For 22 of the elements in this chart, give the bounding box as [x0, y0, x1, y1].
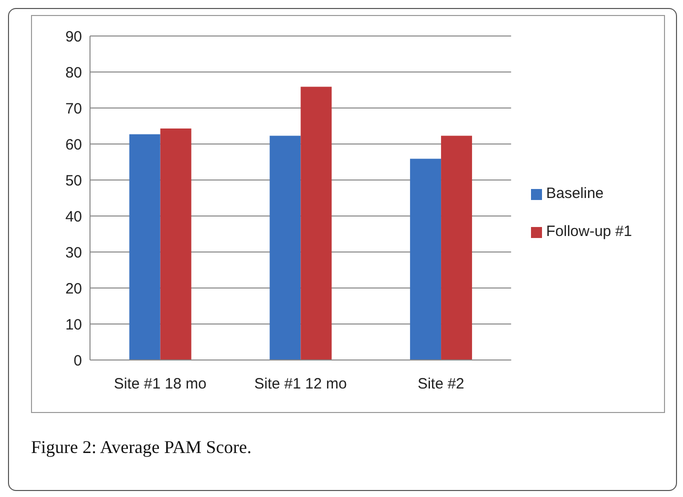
- y-tick-label: 0: [74, 352, 82, 370]
- bar: [410, 158, 442, 360]
- bar: [441, 136, 472, 360]
- y-tick-label: 20: [65, 280, 82, 298]
- y-tick-label: 30: [65, 244, 82, 262]
- legend-label: Baseline: [546, 185, 604, 202]
- x-tick-label: Site #2: [418, 376, 464, 393]
- y-tick-label: 60: [65, 136, 82, 154]
- y-tick-label: 80: [65, 64, 82, 82]
- y-tick-label: 10: [65, 316, 82, 334]
- bar: [129, 134, 160, 360]
- x-tick-label: Site #1 12 mo: [254, 376, 347, 393]
- y-tick-label: 90: [65, 28, 82, 46]
- y-tick-label: 70: [65, 100, 82, 118]
- y-tick-label: 50: [65, 172, 82, 190]
- x-tick-label: Site #1 18 mo: [114, 376, 206, 393]
- bar: [160, 128, 192, 360]
- bar: [300, 86, 332, 360]
- text: Figure 2: Average PAM Score.: [31, 437, 252, 458]
- bar: [270, 136, 301, 360]
- y-tick-label: 40: [65, 208, 82, 226]
- legend-label: Follow-up #1: [546, 223, 632, 240]
